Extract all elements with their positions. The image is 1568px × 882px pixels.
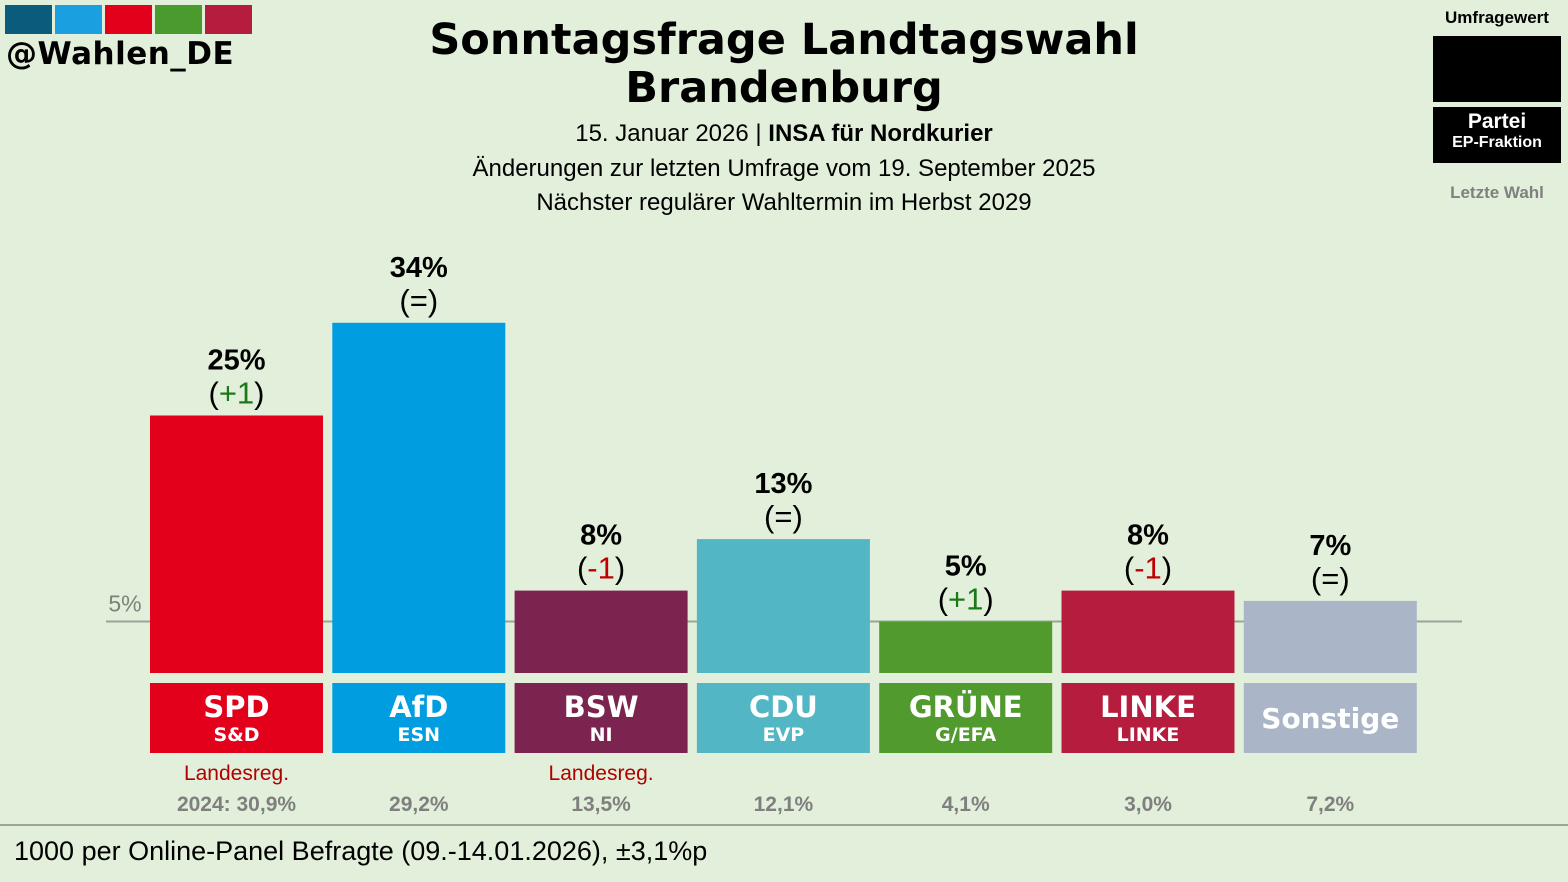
ep-group: NI — [590, 724, 613, 746]
logo-bar — [55, 5, 102, 34]
party-name: GRÜNE — [909, 690, 1023, 724]
legend-poll-value-label: Umfragewert — [1445, 8, 1549, 27]
threshold-label: 5% — [108, 591, 141, 617]
bar-cdu — [696, 539, 870, 673]
logo-bar — [105, 5, 152, 34]
poll-institute: INSA für Nordkurier — [768, 120, 993, 147]
changes-note: Änderungen zur letzten Umfrage vom 19. S… — [472, 155, 1096, 182]
legend-group-label: EP-Fraktion — [1452, 134, 1542, 151]
last-election-label: 4,1% — [942, 793, 990, 816]
next-election-note: Nächster regulärer Wahltermin im Herbst … — [536, 189, 1032, 216]
change-label: (-1) — [577, 551, 625, 586]
change-label: (+1) — [208, 376, 264, 411]
change-label: (=) — [1311, 561, 1350, 596]
party-box-grüne — [879, 683, 1053, 753]
poll-date: 15. Januar 2026 | — [575, 120, 762, 147]
last-election-label: 29,2% — [389, 793, 449, 816]
logo-bar — [155, 5, 202, 34]
party-name: BSW — [564, 690, 639, 724]
bar-sonstige — [1243, 600, 1417, 673]
last-election-label: 2024: 30,9% — [177, 793, 296, 816]
ep-group: ESN — [398, 724, 441, 746]
party-box-spd — [150, 683, 323, 753]
change-label: (=) — [399, 283, 438, 318]
footer-divider — [0, 824, 1568, 826]
legend-poll-value-box — [1433, 36, 1561, 102]
value-label: 8% — [580, 520, 622, 552]
legend-party-box: Partei EP-Fraktion — [1433, 107, 1561, 163]
party-box-sonstige — [1243, 683, 1417, 753]
ep-group: LINKE — [1117, 724, 1180, 746]
legend-last-election-label: Letzte Wahl — [1450, 183, 1544, 202]
bar-linke — [1061, 590, 1235, 673]
value-label: 8% — [1127, 520, 1169, 552]
party-box-afd — [332, 683, 506, 753]
footer-note: 1000 per Online-Panel Befragte (09.-14.0… — [14, 836, 708, 866]
change-label: (-1) — [1124, 551, 1172, 586]
last-election-label: 3,0% — [1124, 793, 1172, 816]
party-box-linke — [1061, 683, 1235, 753]
ep-group: S&D — [213, 724, 259, 746]
party-name: SPD — [203, 690, 269, 724]
title-line-1: Sonntagsfrage Landtagswahl — [429, 15, 1139, 65]
party-box-cdu — [696, 683, 870, 753]
bar-grüne — [879, 621, 1053, 673]
change-label: (+1) — [938, 582, 994, 617]
poll-source: 15. Januar 2026 | INSA für Nordkurier — [0, 120, 1568, 148]
change-label: (=) — [764, 499, 803, 534]
legend: Umfragewert Partei EP-Fraktion Letzte Wa… — [1432, 8, 1562, 203]
value-label: 7% — [1309, 530, 1351, 562]
party-box-bsw — [514, 683, 688, 753]
logo-bar — [5, 5, 52, 34]
value-label: 13% — [754, 468, 812, 500]
logo-color-bars — [5, 5, 252, 34]
ep-group: G/EFA — [935, 724, 996, 746]
account-handle: @Wahlen_DE — [6, 36, 235, 72]
legend-party-label: Partei — [1467, 110, 1527, 133]
title-line-2: Brandenburg — [625, 63, 943, 113]
value-label: 25% — [207, 345, 265, 377]
bar-afd — [332, 322, 506, 673]
last-election-label: 12,1% — [754, 793, 814, 816]
party-name: AfD — [389, 690, 448, 724]
last-election-label: 13,5% — [571, 793, 631, 816]
party-name: CDU — [749, 690, 818, 724]
bar-spd — [150, 415, 323, 673]
chart-title: Sonntagsfrage Landtagswahl Brandenburg — [0, 16, 1568, 112]
value-label: 5% — [945, 551, 987, 583]
government-label: Landesreg. — [549, 762, 654, 785]
party-name: Sonstige — [1261, 702, 1399, 735]
ep-group: EVP — [763, 724, 805, 746]
last-election-label: 7,2% — [1306, 793, 1354, 816]
party-name: LINKE — [1100, 690, 1196, 724]
bar-bsw — [514, 590, 688, 673]
value-label: 34% — [390, 252, 448, 284]
government-label: Landesreg. — [184, 762, 289, 785]
logo-bar — [205, 5, 252, 34]
